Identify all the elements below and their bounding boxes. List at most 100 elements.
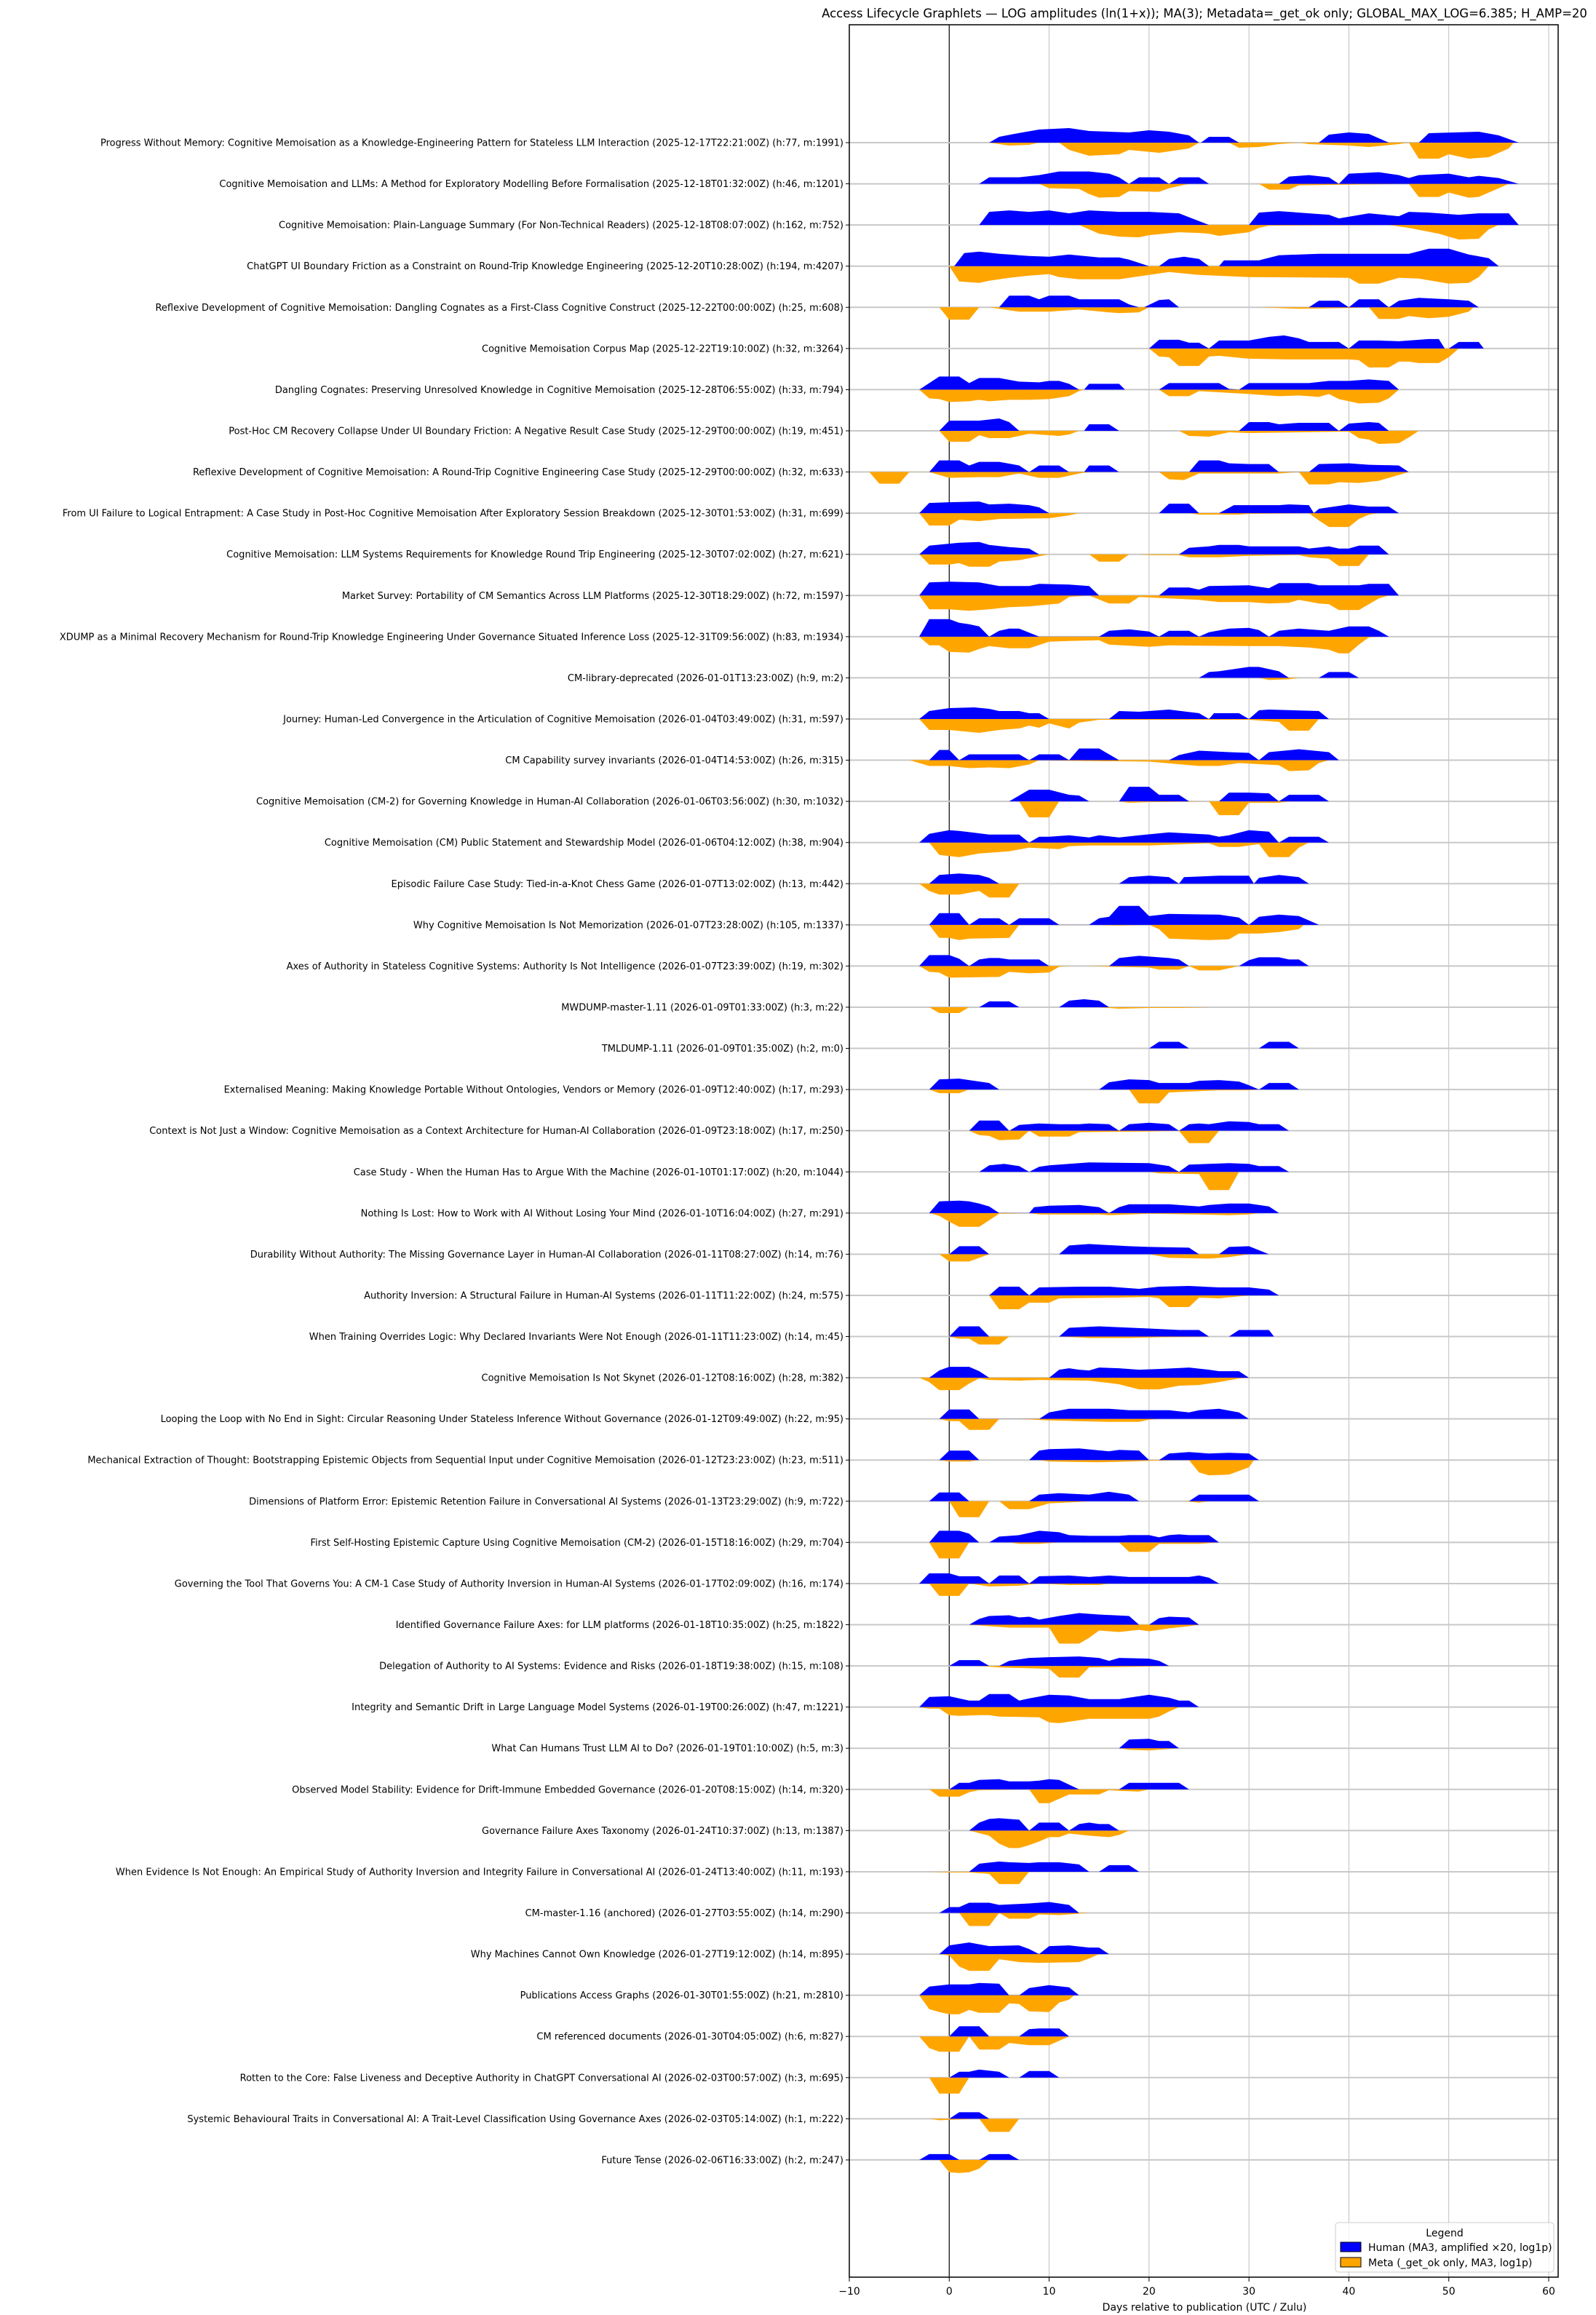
human-graphlet <box>919 541 1389 555</box>
human-graphlet <box>1148 335 1484 349</box>
row-label: CM-master-1.16 (anchored) (2026-01-27T03… <box>525 1908 843 1919</box>
meta-graphlet <box>919 554 1369 567</box>
row-label: First Self-Hosting Epistemic Capture Usi… <box>311 1538 844 1549</box>
human-graphlet <box>919 501 1400 514</box>
human-graphlet <box>949 1326 1274 1337</box>
human-graphlet <box>919 376 1400 390</box>
human-graphlet <box>949 2026 1069 2037</box>
meta-graphlet <box>929 2119 1020 2132</box>
chart-title: Access Lifecycle Graphlets — LOG amplitu… <box>822 7 1587 21</box>
row-label: Dangling Cognates: Preserving Unresolved… <box>275 385 843 396</box>
row-label: Externalised Meaning: Making Knowledge P… <box>224 1085 843 1096</box>
row-label: Progress Without Memory: Cognitive Memoi… <box>100 138 843 149</box>
meta-graphlet <box>929 1583 1109 1596</box>
row-label: Cognitive Memoisation: Plain-Language Su… <box>279 221 843 231</box>
x-tick-label: 10 <box>1043 2286 1056 2298</box>
meta-graphlet <box>1148 348 1459 368</box>
meta-graphlet <box>939 1418 1159 1430</box>
x-tick-label: 40 <box>1343 2286 1356 2298</box>
row-label: Rotten to the Core: False Liveness and D… <box>240 2073 843 2084</box>
meta-graphlet <box>949 266 1489 284</box>
human-graphlet <box>969 1613 1199 1625</box>
meta-graphlet <box>949 1336 1219 1345</box>
meta-graphlet <box>969 1130 1219 1143</box>
meta-graphlet <box>919 718 1319 733</box>
row-label: XDUMP as a Minimal Recovery Mechanism fo… <box>60 632 843 643</box>
human-graphlet <box>999 295 1479 308</box>
row-label: Cognitive Memoisation: LLM Systems Requi… <box>226 549 843 560</box>
meta-graphlet <box>919 1707 1179 1723</box>
row-label: Durability Without Authority: The Missin… <box>250 1250 843 1260</box>
x-tick-label: −10 <box>838 2286 860 2298</box>
row-label: Market Survey: Portability of CM Semanti… <box>342 591 843 602</box>
human-graphlet <box>929 748 1339 761</box>
human-graphlet <box>939 1902 1079 1913</box>
meta-graphlet <box>969 1830 1129 1849</box>
row-label: When Training Overrides Logic: Why Decla… <box>309 1332 843 1343</box>
x-tick-label: 50 <box>1442 2286 1456 2298</box>
meta-graphlet <box>919 513 1379 528</box>
human-graphlet <box>979 171 1519 184</box>
row-label: TMLDUMP-1.11 (2026-01-09T01:35:00Z) (h:2… <box>601 1044 843 1055</box>
row-label: Case Study - When the Human Has to Argue… <box>354 1167 843 1178</box>
plot-frame <box>849 24 1559 2278</box>
legend-label-meta: Meta (_get_ok only, MA3, log1p) <box>1368 2258 1532 2269</box>
human-graphlet <box>929 905 1319 925</box>
human-graphlet <box>979 1162 1290 1172</box>
human-graphlet <box>949 2112 990 2119</box>
legend-title: Legend <box>1426 2228 1463 2239</box>
row-label: Looping the Loop with No End in Sight: C… <box>161 1414 843 1425</box>
human-graphlet <box>979 999 1109 1007</box>
row-label: CM Capability survey invariants (2026-01… <box>505 755 843 766</box>
human-graphlet <box>919 581 1400 596</box>
meta-graphlet <box>939 1254 1250 1262</box>
row-label: Nothing Is Lost: How to Work with AI Wit… <box>361 1208 843 1219</box>
meta-graphlet <box>919 966 1239 978</box>
meta-graphlet <box>929 1789 1149 1803</box>
row-label: MWDUMP-master-1.11 (2026-01-09T01:33:00Z… <box>561 1002 843 1013</box>
human-graphlet <box>919 1693 1199 1707</box>
human-graphlet <box>1009 787 1329 802</box>
row-label: Publications Access Graphs (2026-01-30T0… <box>520 1990 843 2001</box>
meta-graphlet <box>1258 678 1299 680</box>
human-graphlet <box>949 1244 1269 1255</box>
human-graphlet <box>919 830 1329 843</box>
row-label: Observed Model Stability: Evidence for D… <box>292 1784 843 1795</box>
meta-graphlet <box>1119 1748 1179 1751</box>
row-label: ChatGPT UI Boundary Friction as a Constr… <box>247 261 843 272</box>
human-graphlet <box>919 1982 1079 1996</box>
row-label: Systemic Behavioural Traits in Conversat… <box>187 2114 843 2125</box>
meta-graphlet <box>919 1995 1074 2014</box>
meta-graphlet <box>919 883 1020 898</box>
row-label: CM-library-deprecated (2026-01-01T13:23:… <box>568 673 843 684</box>
human-graphlet <box>929 1530 1219 1543</box>
human-graphlet <box>939 418 1389 431</box>
row-label: Cognitive Memoisation and LLMs: A Method… <box>219 179 843 190</box>
row-label: Governance Failure Axes Taxonomy (2026-0… <box>482 1826 843 1837</box>
meta-graphlet <box>929 1089 1259 1104</box>
meta-graphlet <box>989 1295 1250 1309</box>
meta-graphlet <box>939 2159 990 2173</box>
row-label: Episodic Failure Case Study: Tied-in-a-K… <box>392 879 843 890</box>
row-label: Authority Inversion: A Structural Failur… <box>364 1290 843 1301</box>
human-graphlet <box>929 460 1409 472</box>
human-graphlet <box>1148 1041 1299 1049</box>
row-label: Cognitive Memoisation Corpus Map (2025-1… <box>482 344 843 354</box>
legend-swatch-human <box>1340 2241 1362 2252</box>
legend-swatch-meta <box>1340 2257 1362 2268</box>
human-graphlet <box>919 707 1329 719</box>
series-layer <box>869 128 1519 2173</box>
meta-graphlet <box>929 842 1309 857</box>
row-label: What Can Humans Trust LLM AI to Do? (202… <box>491 1744 843 1755</box>
human-graphlet <box>1119 1739 1179 1749</box>
row-label: Journey: Human-Led Convergence in the Ar… <box>282 714 843 725</box>
legend: Legend Human (MA3, amplified ×20, log1p)… <box>1335 2222 1555 2273</box>
meta-graphlet <box>969 1624 1199 1644</box>
meta-graphlet <box>929 1212 1259 1227</box>
meta-graphlet <box>929 1542 1219 1559</box>
meta-graphlet <box>929 1871 1030 1884</box>
row-label: Identified Governance Failure Axes: for … <box>396 1620 843 1631</box>
meta-graphlet <box>939 307 1474 320</box>
row-label: From UI Failure to Logical Entrapment: A… <box>63 509 843 520</box>
row-label: Cognitive Memoisation Is Not Skynet (202… <box>482 1373 844 1384</box>
